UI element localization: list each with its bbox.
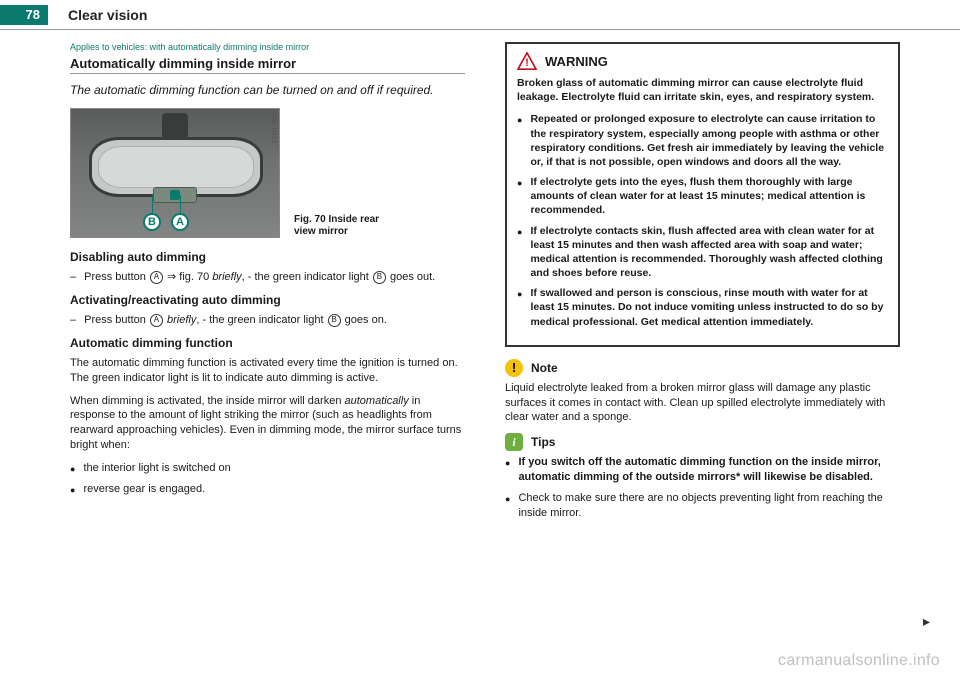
ref-b-icon: B [328,314,341,327]
tips-bullet: Check to make sure there are no objects … [505,491,900,521]
note-label: Note [531,361,558,375]
text: Check to make sure there are no objects … [518,491,900,521]
subheading-disable: Disabling auto dimming [70,250,465,264]
subheading-activate: Activating/reactivating auto dimming [70,293,465,307]
bullet-item: reverse gear is engaged. [70,482,465,497]
subheading-function: Automatic dimming function [70,336,465,350]
callout-b: B [143,213,161,231]
continue-arrow-icon: ▸ [923,613,930,630]
tips-heading: i Tips [505,433,900,451]
svg-text:!: ! [525,57,529,69]
text-italic: briefly [212,271,241,283]
image-code: B4L-0453 [270,113,277,143]
figure-number: Fig. 70 [294,214,326,225]
callout-a: A [171,213,189,231]
tips-bullet: If you switch off the automatic dimming … [505,455,900,485]
mirror-glass [98,146,254,188]
warning-icon: ! [517,52,537,70]
page-number: 78 [0,5,48,25]
tips-label: Tips [531,435,555,449]
figure-image: A B B4L-0453 [70,108,280,238]
step-disable: Press button A ⇒ fig. 70 briefly, - the … [70,270,465,285]
lead-paragraph: The automatic dimming function can be tu… [70,82,465,98]
text-italic: automatically [345,395,409,407]
text: When dimming is activated, the inside mi… [70,395,345,407]
text: goes out. [387,271,435,283]
text: Press button [84,314,149,326]
text: , - the green indicator light [196,314,326,326]
ref-b-icon: B [373,271,386,284]
text-italic: briefly [167,314,196,326]
note-icon: ! [505,359,523,377]
bullet-item: the interior light is switched on [70,461,465,476]
step-activate: Press button A briefly, - the green indi… [70,313,465,328]
ref-a-icon: A [150,314,163,327]
watermark: carmanualsonline.info [778,652,940,670]
mirror-stem [162,113,188,139]
warning-bullet: If swallowed and person is conscious, ri… [517,286,888,329]
page-title: Clear vision [68,7,147,23]
note-heading: ! Note [505,359,900,377]
note-paragraph: Liquid electrolyte leaked from a broken … [505,381,900,426]
text: ⇒ fig. 70 [164,271,212,283]
section-heading: Automatically dimming inside mirror [70,56,465,74]
text: If swallowed and person is conscious, ri… [530,286,888,329]
figure-caption: Fig. 70 Inside rear view mirror [294,214,394,238]
mirror-button-panel [153,187,197,203]
applies-line: Applies to vehicles: with automatically … [70,42,465,52]
figure-row: A B B4L-0453 Fig. 70 Inside rear view mi… [70,108,465,238]
left-column: Applies to vehicles: with automatically … [70,42,465,527]
leader-line-a [180,195,181,213]
content-columns: Applies to vehicles: with automatically … [0,42,960,527]
text: Repeated or prolonged exposure to electr… [530,112,888,169]
text: If electrolyte contacts skin, flush affe… [530,224,888,281]
text: goes on. [342,314,387,326]
warning-paragraph: Broken glass of automatic dimming mirror… [517,76,888,104]
ref-a-icon: A [150,271,163,284]
warning-bullet: Repeated or prolonged exposure to electr… [517,112,888,169]
indicator-dot [170,190,180,200]
warning-label: WARNING [545,54,608,69]
warning-box: ! WARNING Broken glass of automatic dimm… [505,42,900,347]
warning-bullet: If electrolyte gets into the eyes, flush… [517,175,888,218]
paragraph: When dimming is activated, the inside mi… [70,394,465,453]
paragraph: The automatic dimming function is activa… [70,356,465,386]
text: If electrolyte gets into the eyes, flush… [530,175,888,218]
text: the interior light is switched on [83,461,230,476]
warning-heading: ! WARNING [517,52,888,70]
page-header: 78 Clear vision [0,0,960,30]
text: If you switch off the automatic dimming … [518,455,900,485]
leader-line-b [152,195,153,213]
tips-icon: i [505,433,523,451]
warning-bullet: If electrolyte contacts skin, flush affe… [517,224,888,281]
text: reverse gear is engaged. [83,482,205,497]
text: , - the green indicator light [242,271,372,283]
right-column: ! WARNING Broken glass of automatic dimm… [505,42,900,527]
text: Press button [84,271,149,283]
